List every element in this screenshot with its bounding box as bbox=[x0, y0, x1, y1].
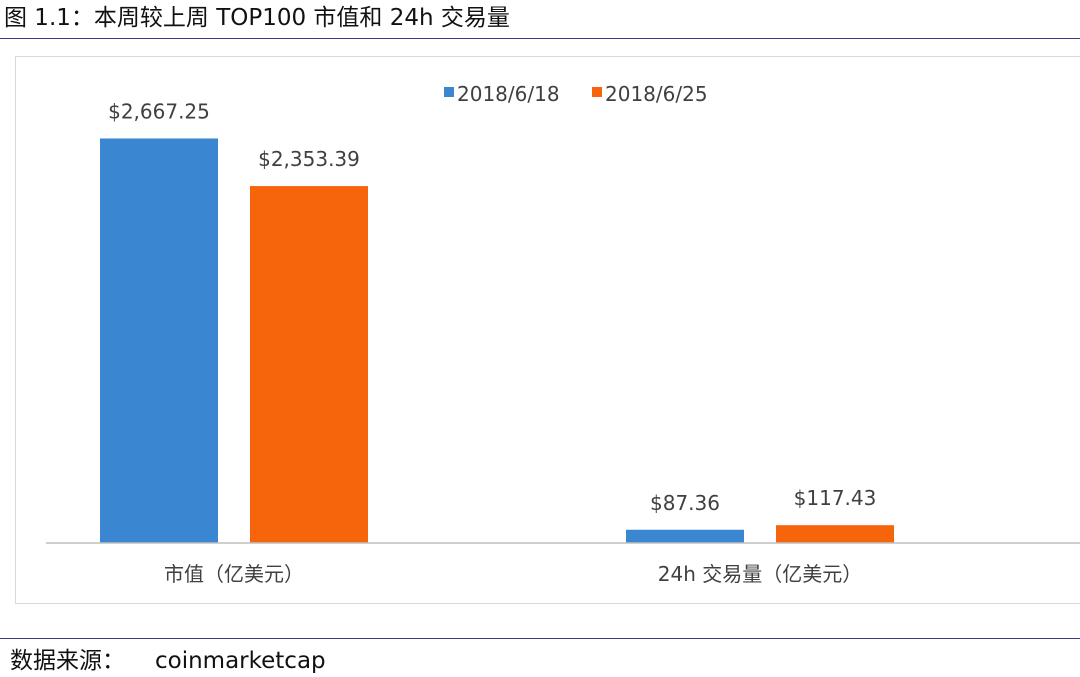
bar-1-2 bbox=[626, 529, 744, 543]
legend-swatch-2 bbox=[592, 87, 602, 97]
source-value: coinmarketcap bbox=[155, 648, 326, 674]
bar-1-1 bbox=[100, 138, 218, 543]
data-label-1-1: $2,667.25 bbox=[108, 99, 210, 123]
category-label-1: 市值（亿美元） bbox=[164, 562, 304, 586]
data-label-2-2: $117.43 bbox=[794, 486, 877, 510]
legend-swatch-1 bbox=[444, 87, 454, 97]
source-label: 数据来源： bbox=[10, 648, 125, 674]
bar-chart: 2018/6/18 2018/6/25 $2,667.25 $87.36 $2,353.… bbox=[46, 82, 1080, 586]
data-label-1-2: $87.36 bbox=[650, 491, 720, 515]
legend-label-2: 2018/6/25 bbox=[605, 82, 708, 106]
figure-title: 图 1.1：本周较上周 TOP100 市值和 24h 交易量 bbox=[4, 5, 510, 31]
data-label-2-1: $2,353.39 bbox=[258, 147, 360, 171]
category-label-2: 24h 交易量（亿美元） bbox=[658, 562, 862, 586]
source-divider bbox=[0, 638, 1080, 639]
legend-label-1: 2018/6/18 bbox=[457, 82, 560, 106]
bar-2-1 bbox=[250, 186, 368, 543]
source-line: 数据来源： coinmarketcap bbox=[10, 645, 326, 677]
bar-2-2 bbox=[776, 525, 894, 543]
title-divider bbox=[0, 38, 1080, 39]
chart-frame: 2018/6/18 2018/6/25 $2,667.25 $87.36 $2,353.… bbox=[15, 56, 1080, 604]
